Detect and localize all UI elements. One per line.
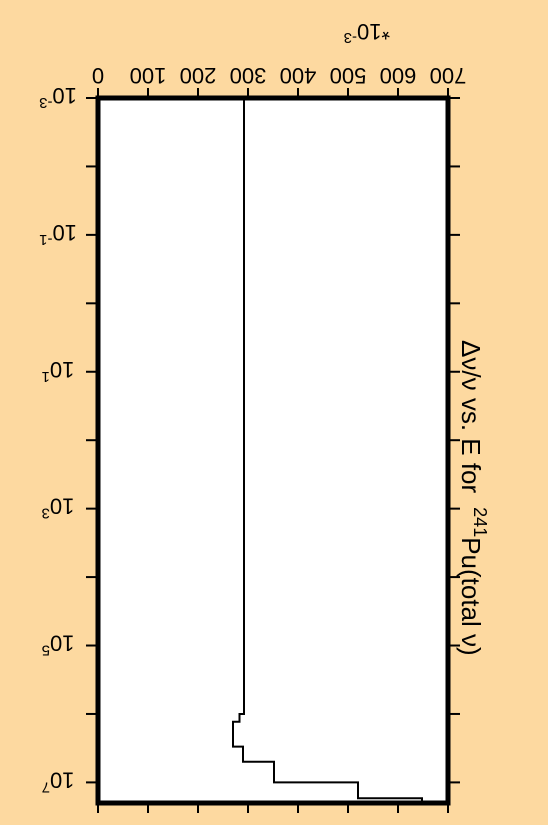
x-tick-label: 10-1 [39,220,77,248]
x-tick-exp: 5 [42,642,50,659]
series-step-line [232,98,423,803]
y-tick-label: 600 [380,63,417,88]
x-tick-label: 103 [42,494,75,522]
x-tick-base: 10 [50,494,74,519]
y-axis-ticks: 0 100 200 300 400 500 600 700 [92,63,466,813]
x-tick-exp: -1 [39,231,52,248]
x-tick-base: 10 [50,357,74,382]
y-tick-label: 700 [430,63,467,88]
title-main: Δν/ν vs. E for [456,340,486,494]
y-multiplier-label: *10-3 [344,19,390,46]
x-tick-base: 10 [50,767,74,792]
y-tick-label: 400 [280,63,317,88]
x-tick-exp: 7 [42,778,50,795]
rotated-chart-group: 0 100 200 300 400 500 600 700 10-310-1101103105… [39,19,490,813]
x-tick-exp: 1 [42,368,50,385]
x-tick-label: 10-3 [39,83,77,111]
x-tick-base: 10 [52,220,76,245]
title-isotope-rest: Pu(total ν) [456,537,486,656]
x-tick-base: 10 [52,83,76,108]
x-tick-exp: 3 [42,505,50,522]
y-tick-label: 200 [180,63,217,88]
x-tick-base: 10 [50,631,74,656]
title-isotope-mass: 241 [470,507,490,537]
x-tick-exp: -3 [39,94,52,111]
y-tick-label: 300 [230,63,267,88]
x-tick-label: 107 [42,767,75,795]
y-tick-label: 100 [130,63,167,88]
chart-title: Δν/ν vs. E for 241Pu(total ν) [456,340,490,656]
x-tick-label: 101 [42,357,75,385]
y-multiplier-base: *10 [357,19,390,44]
y-tick-label: 500 [330,63,367,88]
y-tick-label: 0 [92,63,104,88]
x-tick-label: 105 [42,631,75,659]
plot-area [95,95,451,806]
y-multiplier-exp: -3 [344,29,357,46]
